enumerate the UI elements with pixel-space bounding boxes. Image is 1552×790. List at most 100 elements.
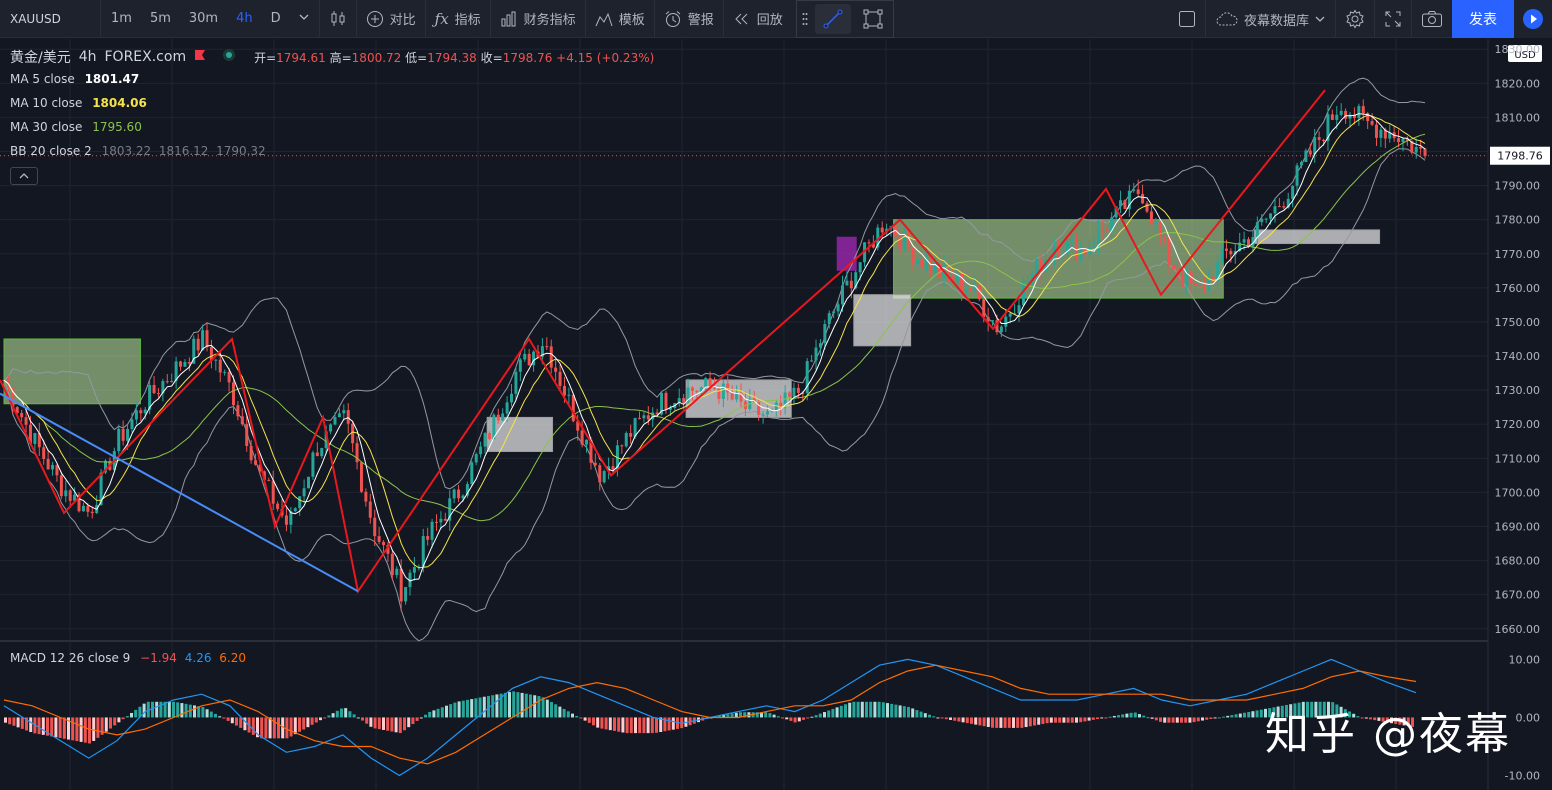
templates-button[interactable]: 模板 <box>586 0 654 38</box>
macd-histogram-bar <box>184 703 188 718</box>
candle-body <box>1105 230 1109 232</box>
timeframe-30m[interactable]: 30m <box>188 11 219 26</box>
candle-body <box>801 392 805 394</box>
macd-histogram-bar <box>965 717 969 724</box>
candle-body <box>532 351 536 366</box>
macd-histogram-bar <box>58 717 62 739</box>
candle-body <box>324 431 328 449</box>
instrument-name[interactable]: 黄金/美元 <box>10 50 71 66</box>
candle-body <box>1423 148 1427 156</box>
moving-averages <box>3 113 1426 582</box>
macd-histogram-bar <box>251 717 255 735</box>
snapshot-button[interactable] <box>1412 0 1452 38</box>
candle-body <box>629 433 633 437</box>
candle-body <box>986 317 990 322</box>
publish-button[interactable]: 发表 <box>1452 0 1514 38</box>
candle-body <box>902 231 906 249</box>
macd-histogram-bar <box>1398 717 1402 725</box>
macd-legend[interactable]: MACD 12 26 close 9 −1.94 4.26 6.20 <box>10 651 247 665</box>
settings-button[interactable] <box>1336 0 1374 38</box>
macd-histogram-bar <box>991 717 994 728</box>
macd-tick-label: 0.00 <box>1516 711 1541 724</box>
indicators-button[interactable]: ƒx 指标 <box>426 0 490 38</box>
trend-line-tool[interactable] <box>814 3 851 34</box>
macd-histogram-bar <box>478 697 482 718</box>
macd-histogram-bar <box>1108 716 1112 718</box>
fullscreen-button[interactable] <box>1375 0 1411 38</box>
candle-body <box>598 465 602 483</box>
zone-rect <box>3 338 141 405</box>
price-tick-label: 1700.00 <box>1495 486 1541 499</box>
candle-body <box>1123 200 1127 209</box>
candles-icon <box>331 10 345 26</box>
timeframe-d[interactable]: D <box>270 11 281 26</box>
macd-histogram-bar <box>743 712 747 718</box>
chevron-down-icon[interactable] <box>293 11 315 26</box>
candle-body <box>1198 285 1202 287</box>
macd-histogram-bar <box>1192 717 1196 723</box>
candle-body <box>1030 273 1034 282</box>
ohlc-values: 开=1794.61 高=1800.72 低=1794.38 收=1798.76 … <box>254 50 655 65</box>
separator <box>653 0 655 38</box>
macd-histogram-bar <box>201 706 205 718</box>
candle-body <box>1092 245 1096 248</box>
candle-body <box>457 489 461 499</box>
macd-histogram-bar <box>365 717 369 724</box>
macd-histogram-bar <box>1049 717 1053 723</box>
ma30-legend[interactable]: MA 30 close 1795.60 <box>10 120 142 134</box>
candle-body <box>1277 206 1281 208</box>
flag-icon[interactable] <box>194 49 206 65</box>
ma10-legend[interactable]: MA 10 close 1804.06 <box>10 96 147 110</box>
timeframe-5m[interactable]: 5m <box>149 11 171 26</box>
candle-body <box>1141 193 1145 204</box>
macd-histogram-bar <box>1352 713 1356 718</box>
drag-handle-icon[interactable] <box>799 4 811 34</box>
macd-histogram-bar <box>1339 706 1343 718</box>
candle-body <box>571 394 575 422</box>
candle-body <box>677 398 681 404</box>
candle-body <box>783 392 787 408</box>
rectangle-tool[interactable] <box>855 4 891 34</box>
financials-button[interactable]: 财务指标 <box>491 0 585 38</box>
macd-histogram-bar <box>1406 717 1410 727</box>
macd-histogram-bar <box>835 707 839 718</box>
macd-histogram-bar <box>848 702 852 718</box>
macd-histogram-bar <box>453 702 457 718</box>
macd-histogram-bar <box>474 698 478 718</box>
candle-body <box>576 421 580 431</box>
macd-histogram-bar <box>718 715 721 718</box>
bb-legend[interactable]: BB 20 close 2 1803.22 1816.12 1790.32 <box>10 144 266 158</box>
timeframe-1m[interactable]: 1m <box>111 11 132 26</box>
ma5-legend[interactable]: MA 5 close 1801.47 <box>10 72 140 86</box>
macd-histogram-bar <box>277 717 280 739</box>
macd-histogram-bar <box>373 717 377 729</box>
separator <box>489 0 491 38</box>
collapse-legend-button[interactable] <box>10 167 38 185</box>
chart-type-button[interactable] <box>320 0 356 38</box>
replay-button[interactable]: 回放 <box>724 0 792 38</box>
timeframe-4h[interactable]: 4h <box>236 11 253 26</box>
play-button[interactable] <box>1514 0 1552 38</box>
macd-histogram-bar <box>1264 708 1267 718</box>
chart-canvas[interactable]: USD1830.001820.001810.001800.001790.0017… <box>0 39 1552 790</box>
candle-body <box>443 518 447 521</box>
candle-body <box>165 381 169 383</box>
layout-button[interactable] <box>1169 0 1205 38</box>
candle-body <box>1348 114 1352 119</box>
play-icon <box>1523 9 1543 29</box>
candle-body <box>426 536 430 540</box>
candle-body <box>810 360 814 362</box>
database-select[interactable]: 夜幕数据库 <box>1206 10 1335 29</box>
separator <box>318 0 320 38</box>
candle-body <box>307 476 311 489</box>
macd-histogram-bar <box>911 708 915 718</box>
compare-button[interactable]: 对比 <box>357 0 425 38</box>
macd-histogram-bar <box>403 717 406 731</box>
candles <box>2 99 1427 612</box>
ma5-value: 1801.47 <box>84 72 140 86</box>
alerts-button[interactable]: 警报 <box>655 0 723 38</box>
bar-chart-icon <box>501 11 516 26</box>
candle-body <box>364 491 368 502</box>
symbol-search[interactable]: XAUUSD <box>10 11 61 26</box>
candle-body <box>395 568 399 576</box>
